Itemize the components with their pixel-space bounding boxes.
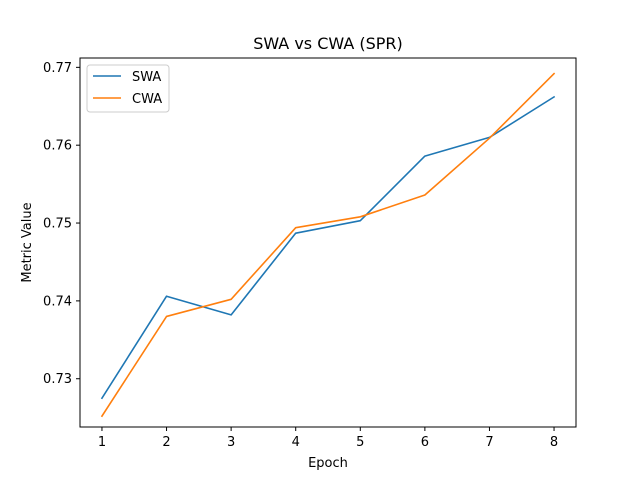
axes-frame <box>79 57 577 428</box>
legend-label-cwa: CWA <box>132 92 162 107</box>
y-tick-label: 0.77 <box>43 61 72 76</box>
x-tick-label: 3 <box>227 435 235 450</box>
x-tick-label: 1 <box>98 435 106 450</box>
y-tick-label: 0.73 <box>43 372 72 387</box>
y-tick-label: 0.75 <box>43 217 72 232</box>
x-tick-label: 4 <box>292 435 300 450</box>
y-tick-label: 0.76 <box>43 139 72 154</box>
y-axis-label: Metric Value <box>20 202 35 282</box>
x-axis-label: Epoch <box>308 456 348 471</box>
x-tick-label: 8 <box>550 435 558 450</box>
legend-label-swa: SWA <box>132 70 161 85</box>
legend: SWA CWA <box>86 64 170 113</box>
x-tick-label: 6 <box>421 435 429 450</box>
x-tick-label: 2 <box>162 435 170 450</box>
series-line-cwa <box>100 72 556 418</box>
axis-ticks: 1 2 3 4 5 6 7 8 0.73 0.74 0.75 0.76 0.77 <box>43 61 558 450</box>
series-line-swa <box>100 95 556 400</box>
plot-area <box>100 72 556 418</box>
x-tick-label: 7 <box>485 435 493 450</box>
chart-title: SWA vs CWA (SPR) <box>253 34 403 53</box>
y-tick-label: 0.74 <box>43 294 72 309</box>
x-tick-label: 5 <box>356 435 364 450</box>
